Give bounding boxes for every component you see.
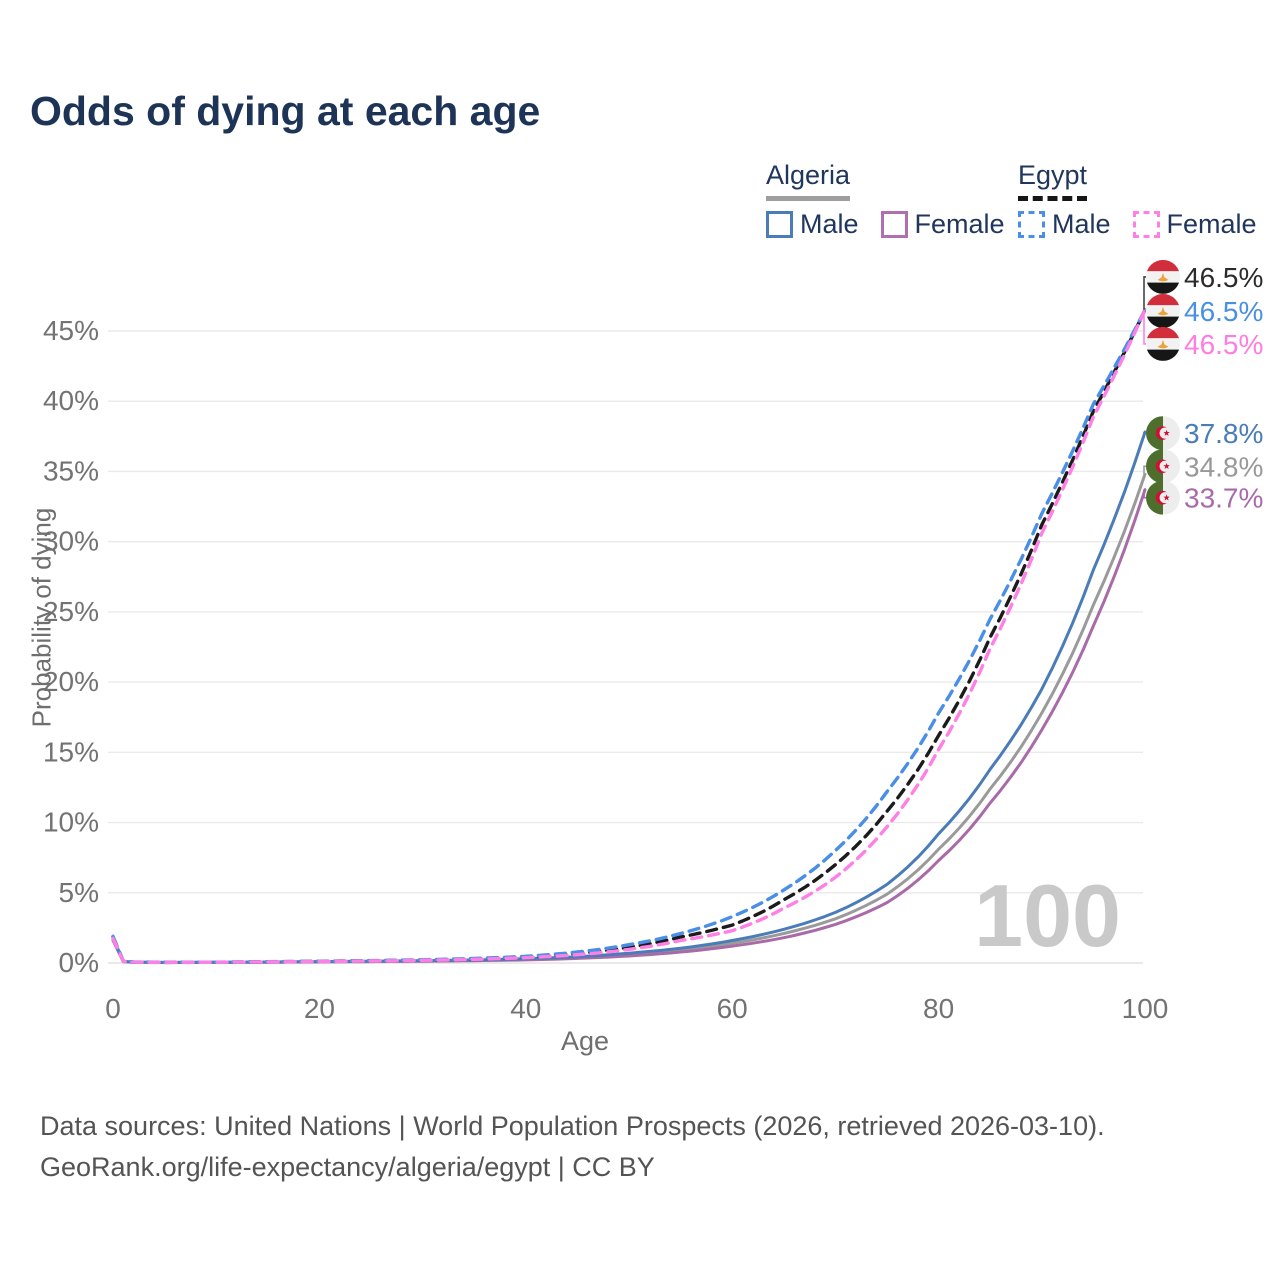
y-tick-label: 20% — [43, 666, 99, 697]
x-tick-label: 80 — [923, 993, 954, 1024]
x-tick-label: 0 — [105, 993, 121, 1024]
end-value-label-egypt-total: 46.5% — [1184, 262, 1263, 293]
x-tick-label: 40 — [510, 993, 541, 1024]
y-tick-label: 35% — [43, 455, 99, 486]
legend-group-egypt: Egypt Male Female — [1018, 160, 1257, 240]
legend-header-egypt[interactable]: Egypt — [1018, 160, 1088, 201]
legend-item-egypt-female[interactable]: Female — [1132, 209, 1257, 240]
legend-item-algeria-female[interactable]: Female — [880, 209, 1005, 240]
y-tick-label: 10% — [43, 807, 99, 838]
legend-group-algeria: Algeria Male Female — [766, 160, 1005, 240]
egypt-flag-icon — [1146, 293, 1180, 328]
algeria-male-swatch-icon — [766, 211, 793, 238]
y-tick-label: 0% — [59, 947, 99, 978]
egypt-male-swatch-icon — [1018, 211, 1045, 238]
age-watermark: 100 — [974, 866, 1121, 965]
algeria-female-swatch-icon — [880, 211, 908, 238]
series-line-egypt-total[interactable] — [111, 308, 1147, 965]
end-value-label-algeria-total: 34.8% — [1184, 451, 1263, 482]
algeria-flag-icon — [1146, 416, 1180, 451]
algeria-flag-icon — [1146, 449, 1180, 484]
legend-item-egypt-male[interactable]: Male — [1018, 209, 1111, 240]
end-value-label-egypt-male: 46.5% — [1184, 296, 1263, 327]
egypt-female-swatch-icon — [1132, 211, 1160, 238]
footer-attribution: Data sources: United Nations | World Pop… — [40, 1106, 1105, 1188]
legend-header-algeria[interactable]: Algeria — [766, 160, 851, 201]
x-tick-label: 60 — [717, 993, 748, 1024]
y-axis-title: Probability of dying — [26, 507, 57, 728]
legend-item-label: Female — [1166, 209, 1257, 239]
y-tick-label: 15% — [43, 736, 99, 767]
legend-item-label: Male — [800, 209, 859, 239]
y-tick-label: 5% — [59, 877, 99, 908]
legend-item-label: Male — [1052, 209, 1111, 239]
footer-license: GeoRank.org/life-expectancy/algeria/egyp… — [40, 1152, 655, 1182]
end-label-connector — [1143, 465, 1146, 475]
end-label-connector — [1143, 276, 1146, 310]
end-value-label-egypt-female: 46.5% — [1184, 329, 1263, 360]
egypt-flag-icon — [1146, 326, 1180, 361]
legend-item-label: Female — [914, 209, 1005, 239]
y-tick-label: 40% — [43, 385, 99, 416]
x-tick-label: 20 — [304, 993, 335, 1024]
y-tick-label: 30% — [43, 526, 99, 557]
y-tick-label: 45% — [43, 315, 99, 346]
end-label-connector — [1143, 489, 1146, 499]
end-label-connector — [1143, 309, 1146, 345]
x-tick-label: 100 — [1122, 993, 1169, 1024]
end-value-label-algeria-female: 33.7% — [1184, 483, 1263, 514]
x-axis-title: Age — [560, 1026, 610, 1056]
y-tick-label: 25% — [43, 596, 99, 627]
legend-item-algeria-male[interactable]: Male — [766, 209, 859, 240]
end-label-connector — [1143, 432, 1146, 434]
egypt-flag-icon — [1146, 259, 1180, 294]
footer-data-sources: Data sources: United Nations | World Pop… — [40, 1111, 1105, 1141]
page-title: Odds of dying at each age — [30, 88, 541, 134]
algeria-flag-icon — [1146, 480, 1180, 515]
series-line-egypt-female[interactable] — [111, 308, 1147, 965]
end-value-label-algeria-male: 37.8% — [1184, 418, 1263, 449]
